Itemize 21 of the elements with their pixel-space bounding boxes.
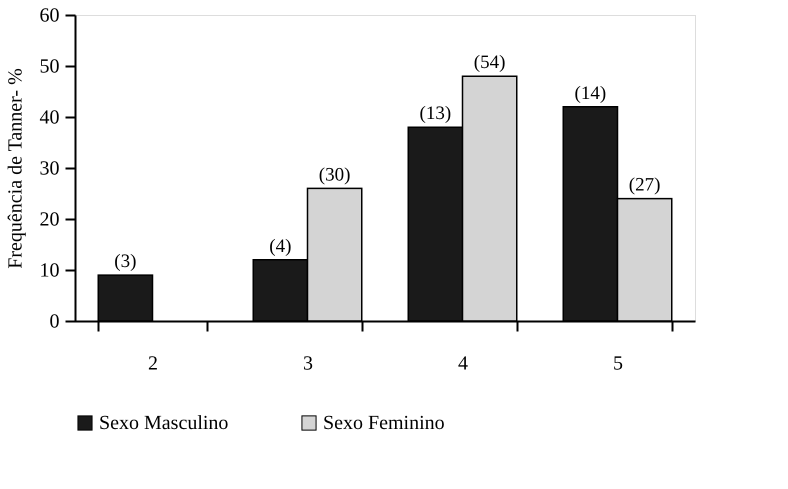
annotation: (3) xyxy=(114,251,136,272)
y-axis-title: Frequência de Tanner- % xyxy=(4,68,26,269)
y-tick-label: 60 xyxy=(40,4,60,26)
legend-label: Sexo Feminino xyxy=(323,412,445,434)
annotation: (54) xyxy=(474,52,506,74)
y-tick-label: 30 xyxy=(40,158,60,180)
y-tick-label: 40 xyxy=(40,106,60,128)
x-tick-label: 3 xyxy=(303,352,313,374)
y-tick-label: 0 xyxy=(50,310,60,332)
annotation: (4) xyxy=(269,236,292,257)
y-tick-label: 10 xyxy=(40,260,60,282)
annotation: (27) xyxy=(628,174,660,196)
x-tick-label: 5 xyxy=(613,352,623,374)
y-tick-label: 50 xyxy=(40,56,60,78)
legend-label: Sexo Masculino xyxy=(99,412,228,434)
x-tick-label: 2 xyxy=(148,352,158,374)
y-tick-label: 20 xyxy=(40,208,60,230)
x-tick-label: 4 xyxy=(458,352,468,374)
annotation: (30) xyxy=(318,164,350,186)
annotation: (13) xyxy=(420,103,452,124)
annotation: (14) xyxy=(574,82,606,104)
